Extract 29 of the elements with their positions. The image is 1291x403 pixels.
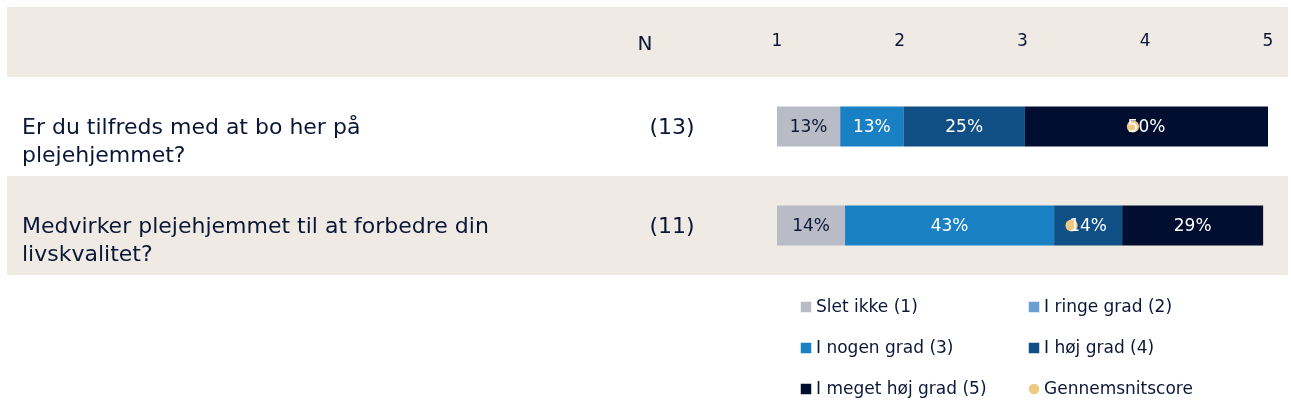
data-label: 25% <box>945 115 984 136</box>
data-label: 14% <box>792 214 830 235</box>
x2-tick-label: 2 <box>894 30 906 50</box>
x2-tick-label: 4 <box>1139 30 1151 50</box>
y-tick-label: Er du tilfreds med at bo her på plejehjemmet? <box>22 113 361 167</box>
legend-label: Slet ikke (1) <box>816 296 918 316</box>
data-label: 43% <box>930 214 969 235</box>
legend-label: I høj grad (4) <box>1044 337 1155 357</box>
bar <box>840 106 904 147</box>
bar <box>1024 106 1268 147</box>
y-tick-label: Medvirker plejehjemmet til at forbedre din livskvalitet? <box>22 212 489 266</box>
legend-label: I meget høj grad (5) <box>816 378 987 398</box>
legend-label: I nogen grad (3) <box>816 337 954 357</box>
bar <box>777 106 841 147</box>
x2-tick-label: 5 <box>1262 30 1274 50</box>
legend-label: I ringe grad (2) <box>1044 296 1173 316</box>
bar <box>903 106 1025 147</box>
bar <box>777 205 846 246</box>
text: (13) <box>649 113 695 139</box>
data-label: 29% <box>1173 214 1212 235</box>
x2-tick-label: 1 <box>771 30 783 50</box>
x2-tick-label: 3 <box>1017 30 1028 50</box>
data-label: 13% <box>852 115 891 136</box>
legend-label: Gennemsnitscore <box>1044 378 1193 398</box>
data-label: 13% <box>789 115 828 136</box>
bar <box>1122 205 1264 246</box>
bar <box>845 205 1055 246</box>
text: (11) <box>649 212 695 238</box>
text: N <box>637 31 653 55</box>
